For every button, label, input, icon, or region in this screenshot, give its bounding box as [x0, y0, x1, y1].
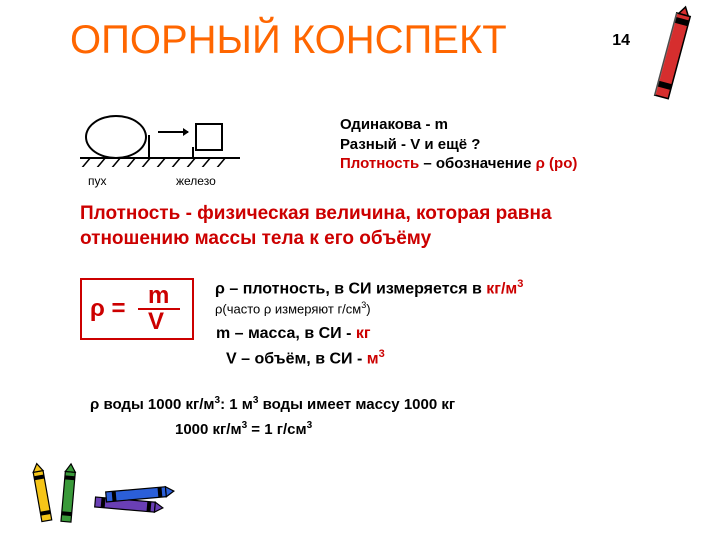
formula-num: m: [148, 282, 169, 310]
definition-text: Плотность - физическая величина, которая…: [80, 202, 660, 251]
diagram-label-left: пух: [88, 174, 107, 188]
crayons-icon: [30, 450, 230, 530]
crayon-icon: [635, 5, 705, 125]
water-line-1: ρ воды 1000 кг/м3: 1 м3 воды имеет массу…: [90, 395, 455, 413]
diagram-label-right: железо: [176, 174, 216, 188]
m-explain: m – масса, в СИ - кг: [216, 325, 371, 343]
balloon-shape: [85, 115, 147, 159]
slide: ОПОРНЫЙ КОНСПЕКТ 14 пух железо Одинакова: [0, 0, 720, 540]
formula-den: V: [148, 308, 164, 336]
formula-box: ρ = m V: [80, 278, 194, 340]
intro-line3: Плотность – обозначение ρ (ро): [340, 154, 577, 174]
balance-diagram: [80, 115, 260, 175]
intro-line1: Одинакова - m: [340, 115, 577, 135]
intro-line2: Разный - V и ещё ?: [340, 135, 577, 155]
water-line-2: 1000 кг/м3 = 1 г/см3: [175, 420, 312, 438]
formula-lhs: ρ =: [90, 295, 126, 323]
v-explain: V – объём, в СИ - м3: [226, 348, 385, 368]
page-number: 14: [612, 32, 630, 50]
intro-text: Одинакова - m Разный - V и ещё ? Плотнос…: [340, 115, 577, 174]
rho-explain-2: ρ(часто ρ измеряют г/см3): [215, 300, 371, 316]
page-title: ОПОРНЫЙ КОНСПЕКТ: [70, 18, 507, 63]
arrow-icon: [158, 131, 188, 133]
rho-explain: ρ – плотность, в СИ измеряется в кг/м3: [215, 278, 523, 298]
cube-shape: [195, 123, 223, 151]
